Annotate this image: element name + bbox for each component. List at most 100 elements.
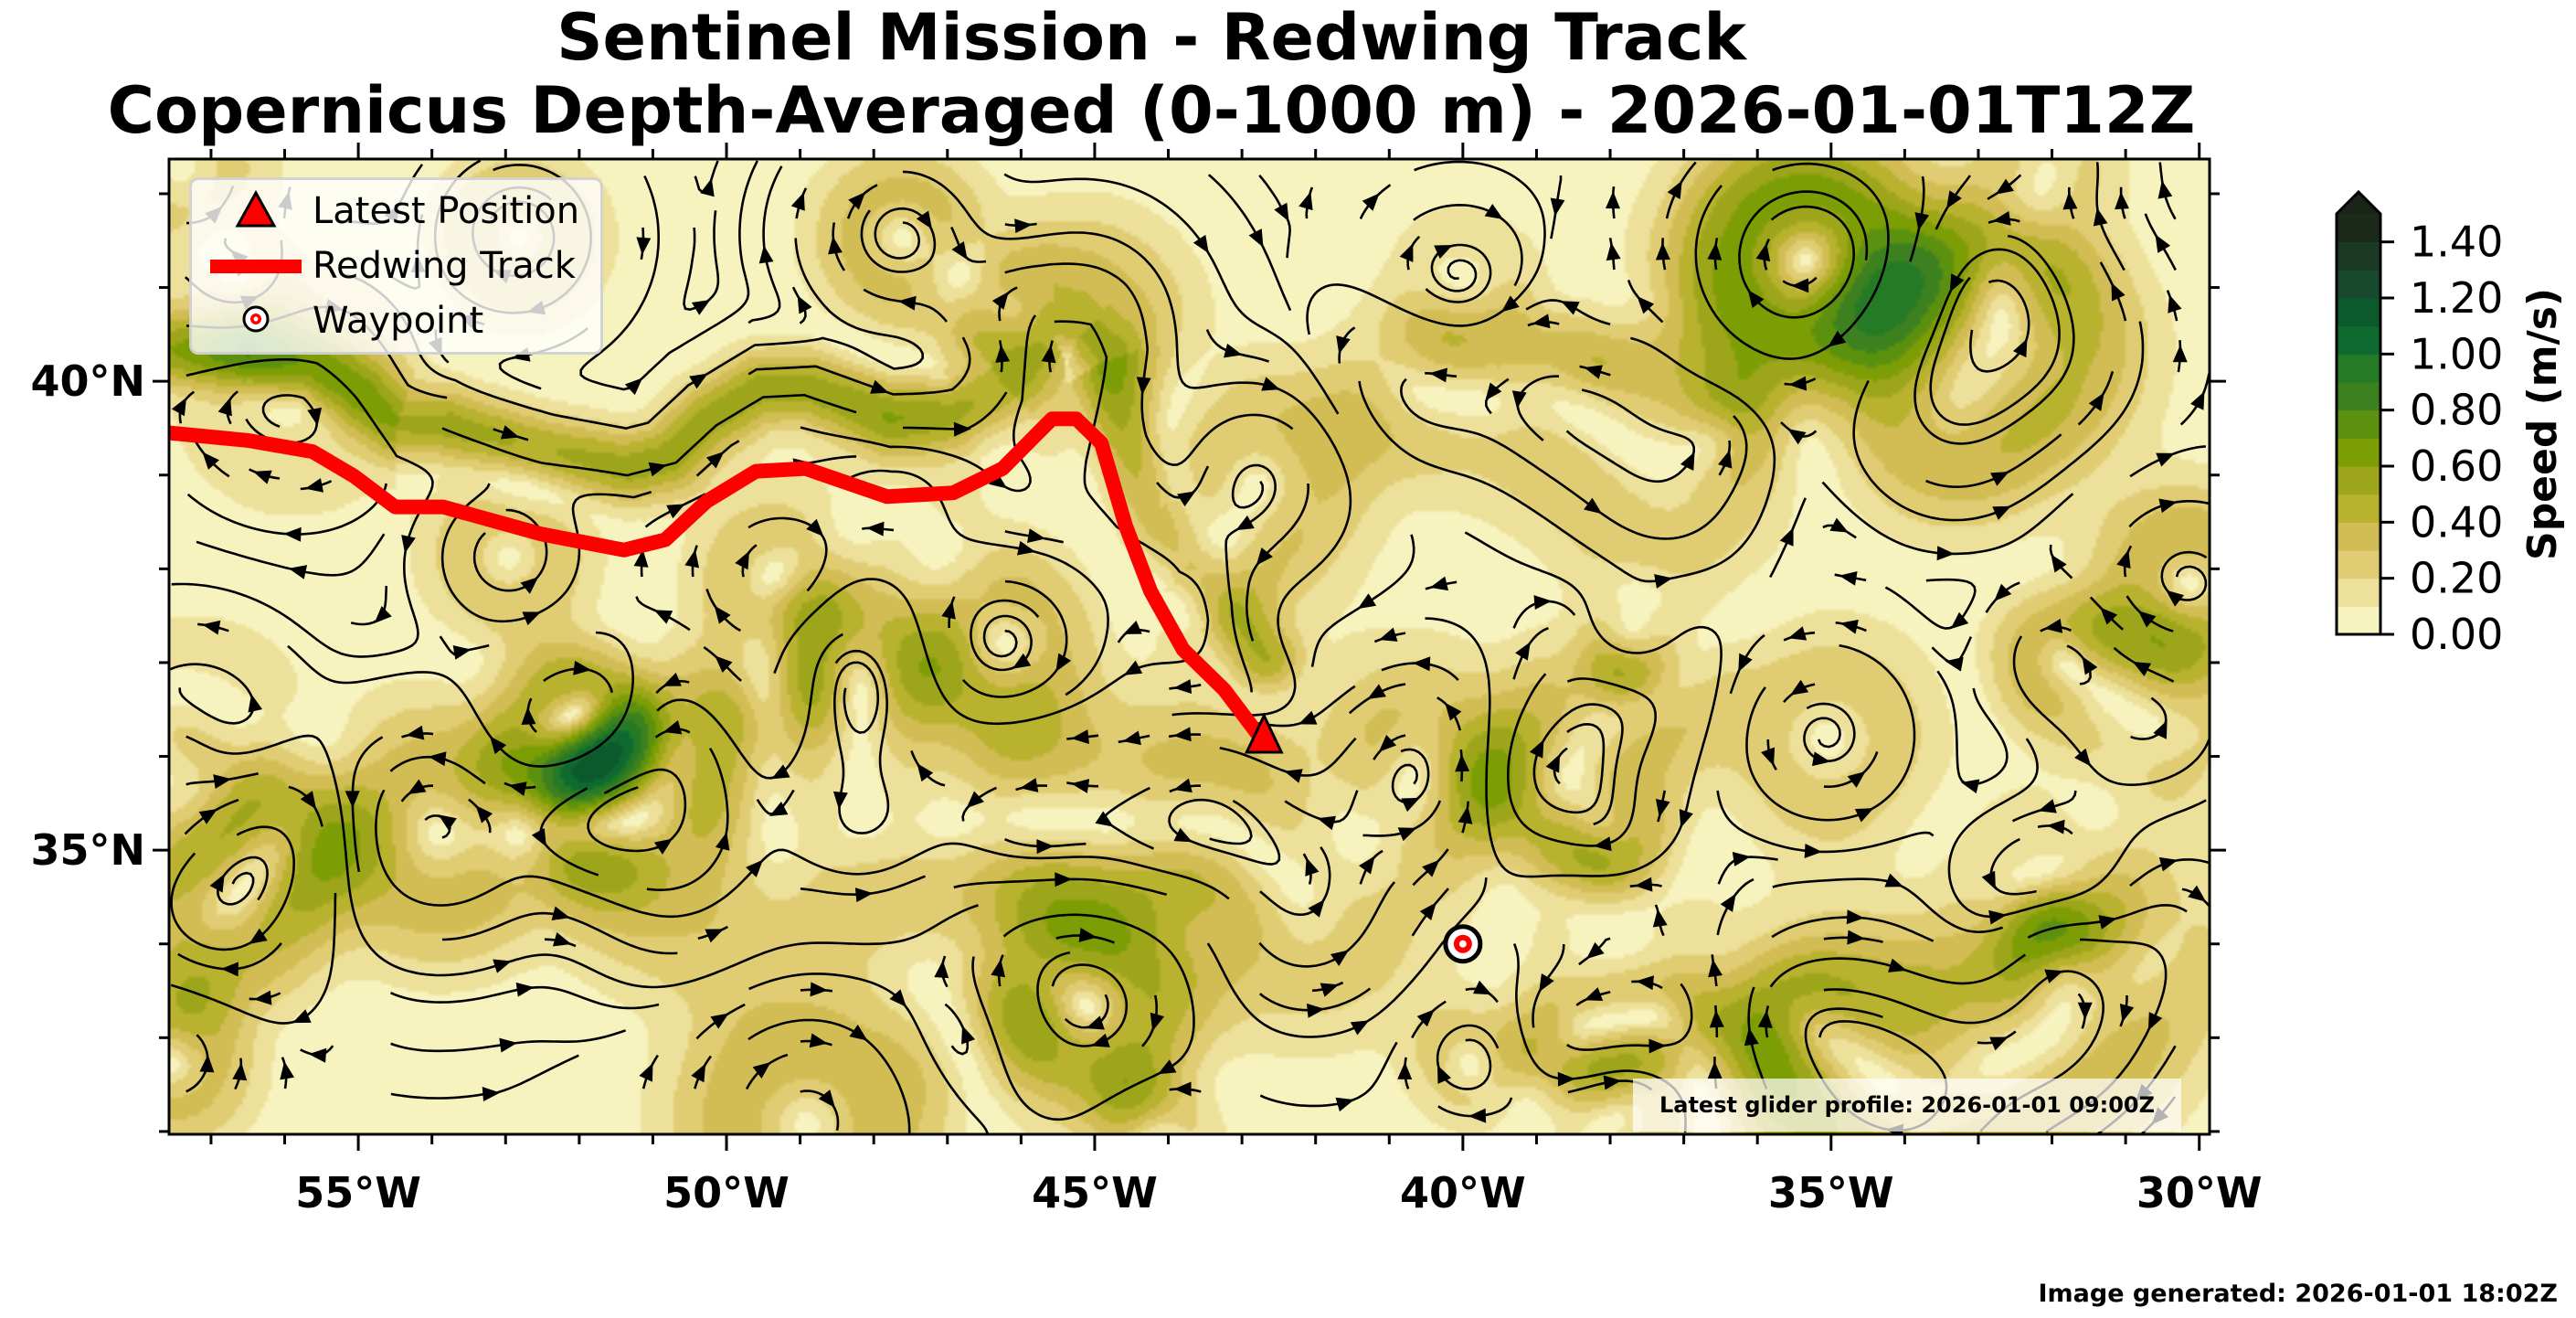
streamline-arrow — [2100, 607, 2118, 625]
streamline-arrow — [951, 241, 968, 260]
streamline-arrow — [1847, 771, 1866, 788]
streamline — [1391, 748, 1430, 804]
streamline-arrow — [1654, 574, 1673, 589]
streamline-arrow — [715, 832, 730, 851]
streamline-arrow — [810, 982, 828, 997]
streamline-arrow — [2051, 554, 2067, 573]
streamline — [1036, 951, 1129, 1047]
streamline-arrow — [1788, 376, 1807, 391]
streamline-arrow — [1529, 739, 1544, 759]
streamline-arrow — [531, 827, 546, 847]
colorbar-segment — [2337, 382, 2380, 411]
streamline — [2012, 635, 2210, 787]
streamline-arrow — [1884, 873, 1903, 888]
colorbar-label: Speed (m/s) — [2519, 288, 2566, 560]
streamline-arrow — [1561, 301, 1580, 315]
streamline-arrow — [2088, 392, 2104, 411]
streamline-arrow — [1399, 243, 1414, 262]
streamline-arrow — [1016, 540, 1036, 556]
streamline-arrow — [1455, 754, 1470, 772]
streamline — [1358, 336, 1776, 583]
streamline — [216, 856, 269, 906]
colorbar-segment — [2337, 606, 2380, 635]
streamline-arrow — [1945, 656, 1964, 672]
streamline-arrow — [500, 425, 520, 440]
streamline-arrow — [220, 962, 239, 977]
streamline-arrow — [520, 577, 539, 594]
glider-track — [169, 411, 1269, 748]
legend-label: Redwing Track — [313, 245, 576, 287]
streamline-arrow — [2111, 282, 2125, 302]
streamline — [1168, 798, 1281, 866]
streamline-arrow — [1122, 730, 1141, 746]
streamline — [1936, 670, 2009, 786]
streamline-arrow — [995, 345, 1011, 363]
streamline-arrow — [666, 504, 685, 519]
colorbar-tick-label: 0.60 — [2410, 441, 2503, 491]
streamline-arrow — [1981, 870, 1996, 890]
streamline-arrow — [217, 397, 232, 417]
streamline — [1989, 837, 2037, 896]
streamline-arrow — [1055, 653, 1072, 673]
streamline — [1259, 1041, 1398, 1108]
streamline-arrow — [854, 888, 874, 903]
streamline-arrow — [2012, 338, 2028, 358]
streamline-arrow — [1708, 959, 1723, 978]
streamline-arrow — [1173, 1081, 1192, 1097]
streamline — [1399, 377, 1748, 540]
streamline — [170, 892, 337, 1025]
streamline-arrow — [2046, 819, 2065, 834]
streamline-arrow — [1436, 1065, 1452, 1084]
streamline-arrow — [1605, 191, 1620, 209]
streamline-arrow — [1854, 808, 1874, 823]
streamline-arrow — [633, 549, 649, 568]
streamline-arrow — [1306, 1003, 1325, 1018]
streamline — [1003, 173, 1340, 415]
streamline-arrow — [1779, 527, 1794, 547]
streamline-arrow — [406, 725, 425, 740]
streamline-arrow — [1012, 653, 1032, 669]
x-tick-label: 35°W — [1768, 1168, 1894, 1217]
streamline-arrow — [1173, 679, 1193, 694]
streamline — [683, 210, 720, 312]
streamline-arrow — [2116, 549, 2131, 569]
streamline-arrow — [308, 1047, 327, 1063]
streamline-arrow — [889, 989, 907, 1007]
streamline-arrow — [1235, 515, 1255, 531]
streamline — [1219, 737, 1357, 777]
streamline-arrow — [636, 237, 652, 255]
streamline-arrow — [648, 462, 668, 477]
streamline-arrow — [288, 565, 308, 579]
streamline-arrow — [522, 611, 542, 626]
streamline-arrow — [1261, 377, 1280, 391]
streamline-arrow — [1914, 212, 1930, 231]
streamline — [1425, 243, 1492, 303]
x-tick-label: 30°W — [2136, 1168, 2263, 1217]
colorbar-segment — [2337, 214, 2380, 243]
streamline — [800, 1089, 840, 1132]
streamline — [950, 226, 987, 263]
streamline-arrow — [1330, 950, 1350, 967]
streamline-arrow — [1636, 975, 1654, 991]
streamline-arrow — [1532, 314, 1551, 329]
streamline — [747, 336, 971, 396]
streamline-arrow — [691, 300, 711, 315]
legend-label: Latest Position — [313, 190, 580, 232]
streamline-arrow — [790, 192, 805, 211]
streamline-arrow — [2157, 180, 2173, 199]
streamline-arrow — [849, 1025, 868, 1041]
streamline — [747, 165, 783, 324]
streamline-arrow — [202, 620, 221, 635]
streamline-arrow — [700, 177, 715, 197]
colorbar-segment — [2337, 494, 2380, 523]
streamline-arrow — [1846, 909, 1865, 925]
colorbar-tick-label: 1.40 — [2410, 218, 2503, 267]
streamline — [1969, 279, 2030, 373]
streamline-arrow — [300, 791, 317, 810]
streamline — [2077, 370, 2115, 426]
streamlines — [170, 159, 2210, 1134]
streamline-arrow — [1738, 653, 1753, 673]
streamline-arrow — [1071, 779, 1090, 793]
streamline-arrow — [1335, 1097, 1355, 1112]
